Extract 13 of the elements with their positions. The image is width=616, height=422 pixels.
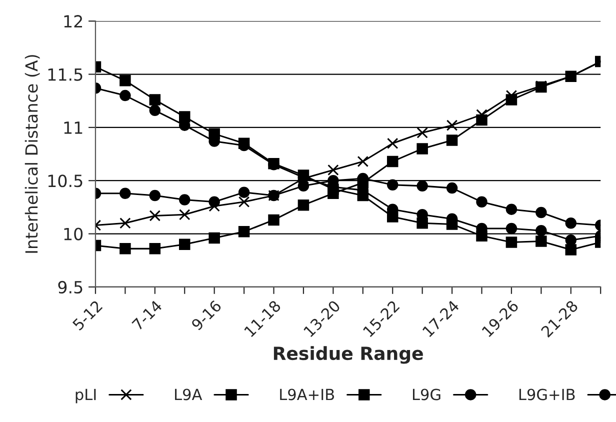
legend-label: L9G+IB [519,388,575,400]
legend-label: L9A+IB [280,388,334,400]
y-tick-label: 10 [64,228,83,240]
y-tick-label: 11.5 [48,68,82,81]
legend-label: pLI [76,388,96,404]
y-tick-label: 12 [64,15,82,28]
y-tick-label: 9.5 [58,280,82,294]
y-tick-label: 10.5 [48,174,82,188]
y-axis-title: Interhelical Distance (A) [24,55,40,253]
legend-label: L9A [175,388,202,400]
y-tick-label: 11 [64,122,82,134]
x-axis-title: Residue Range [274,346,423,364]
legend-label: L9G [412,388,440,400]
